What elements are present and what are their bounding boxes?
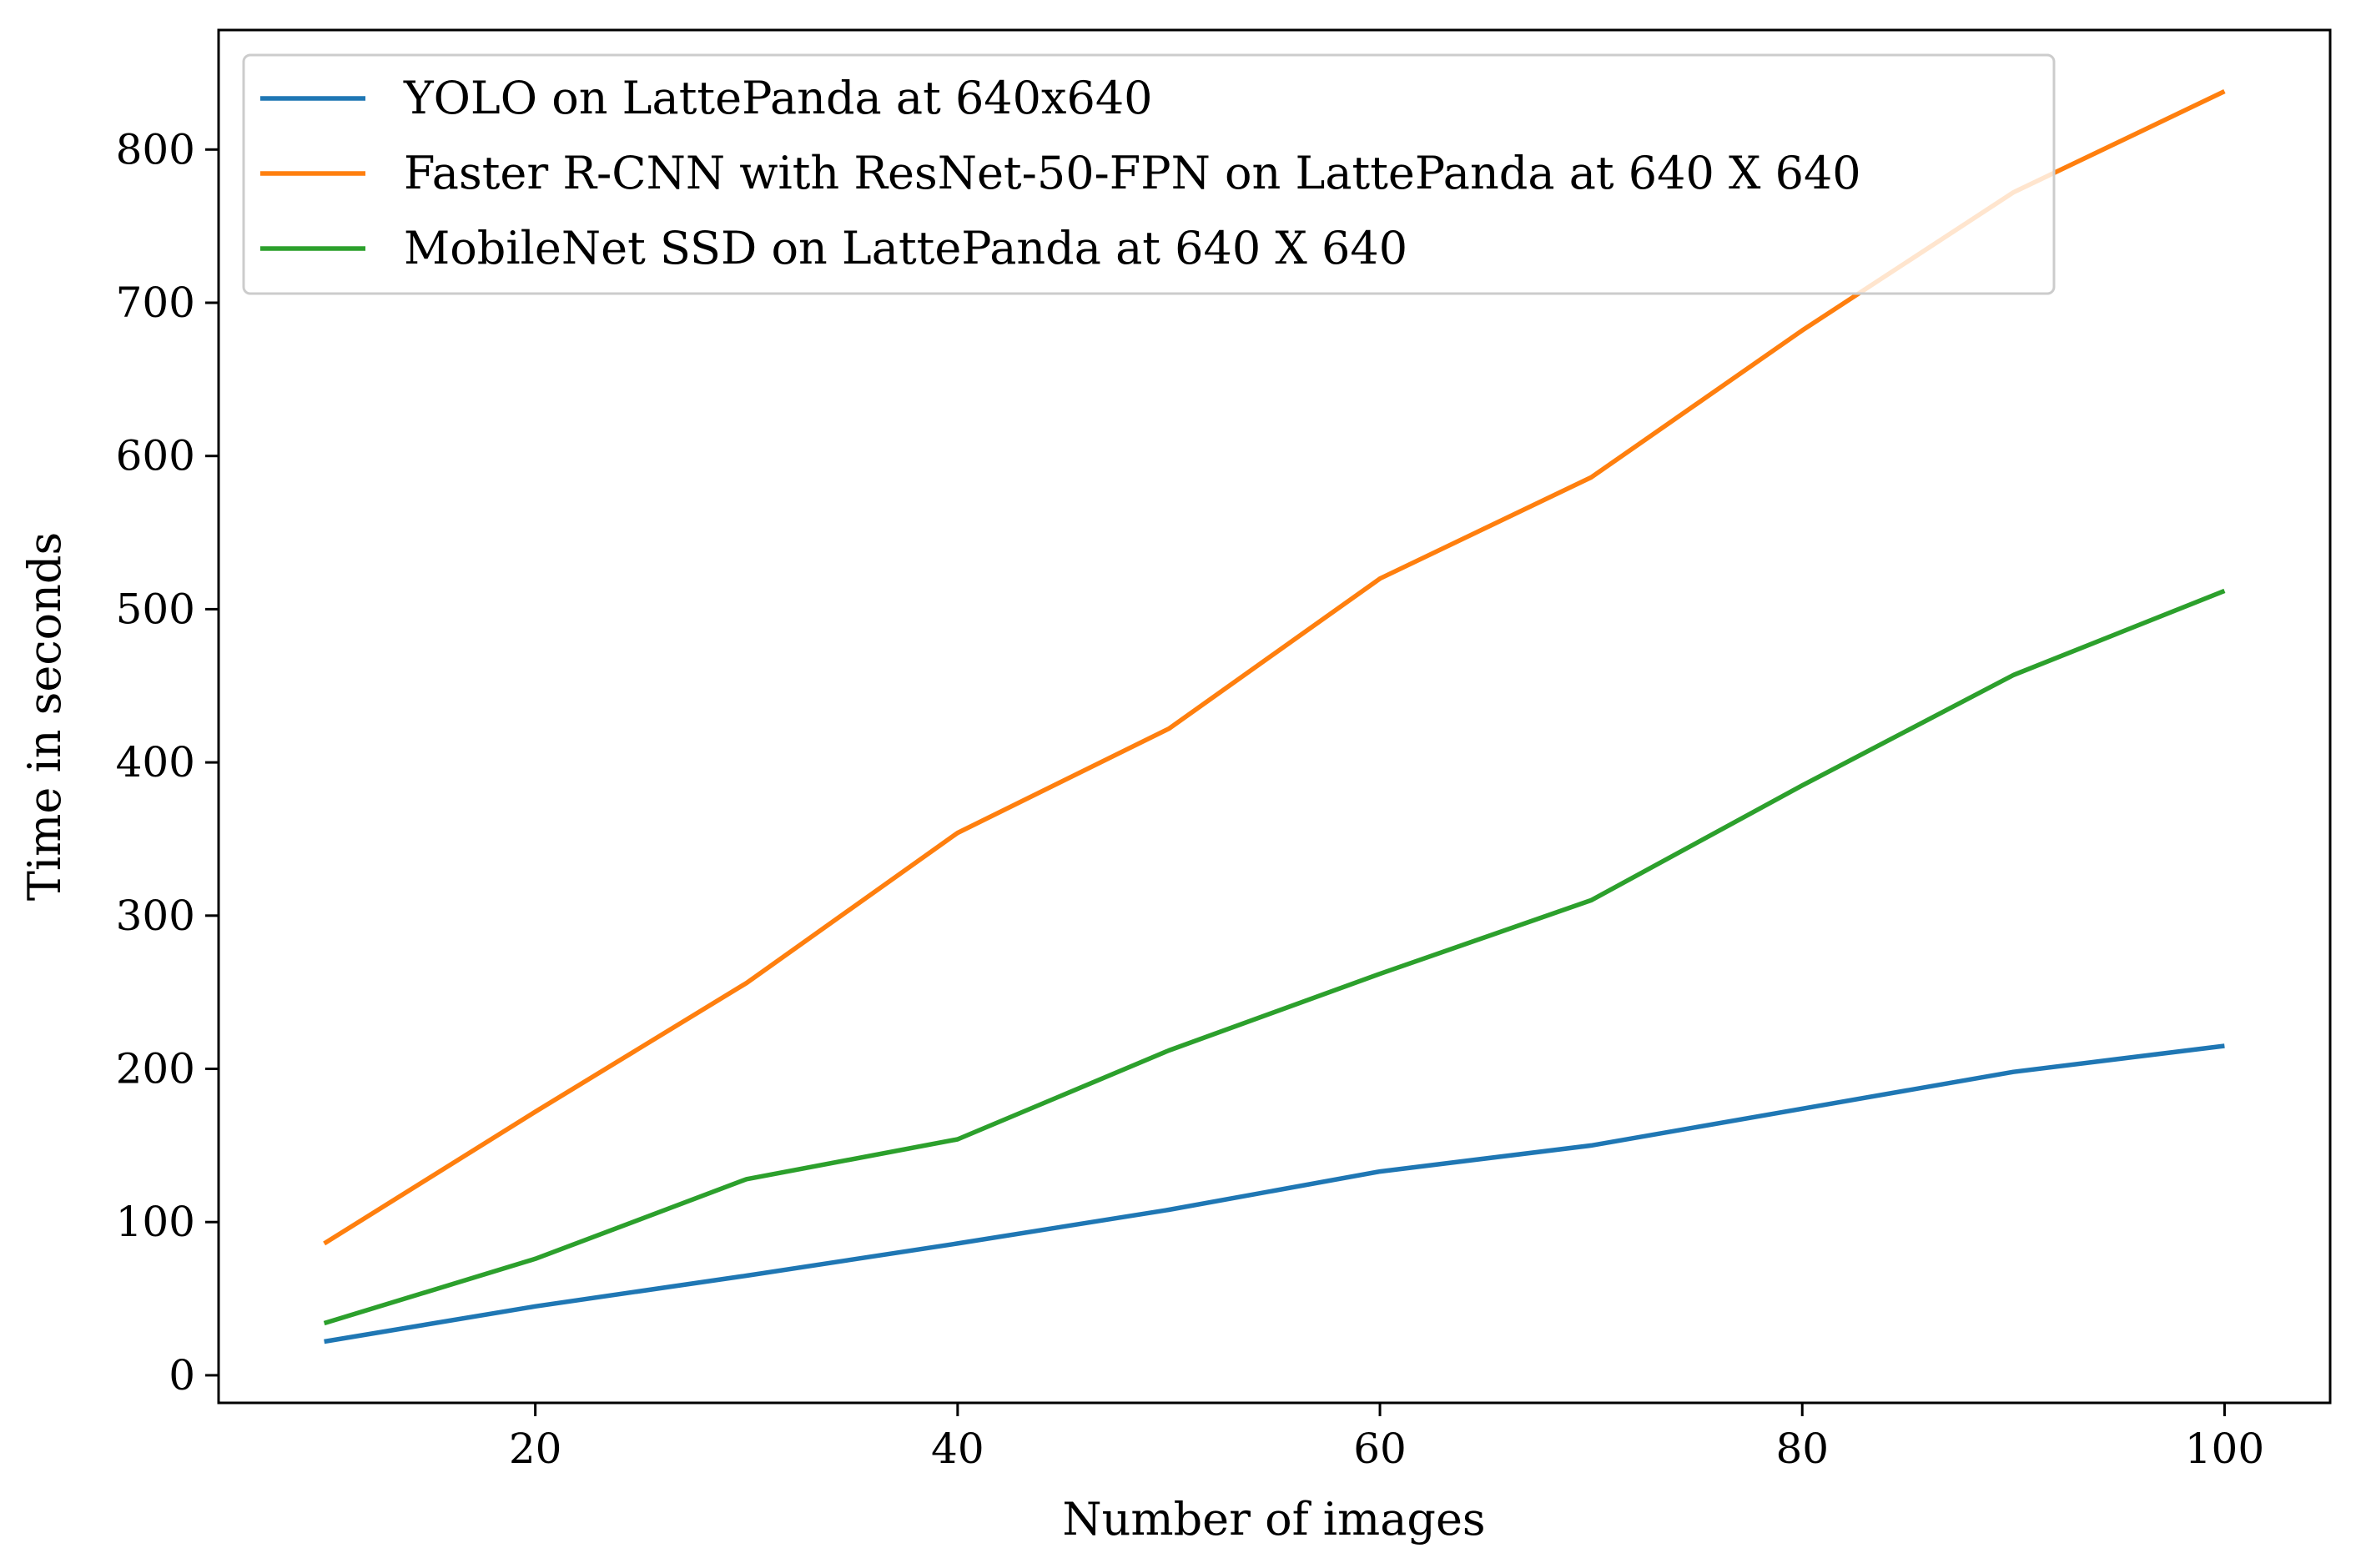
x-tick-label: 80: [1775, 1425, 1829, 1473]
series-line-0: [324, 1043, 2225, 1344]
y-tick-label: 100: [116, 1198, 195, 1246]
y-tick-label: 600: [116, 432, 195, 480]
y-tick-label: 500: [116, 585, 195, 633]
legend-label: MobileNet SSD on LattePanda at 640 X 640: [404, 222, 1407, 274]
y-tick-label: 0: [169, 1351, 195, 1400]
plot-frame: [217, 28, 2332, 1405]
x-axis-label: Number of images: [1062, 1493, 1485, 1545]
y-tick-label: 400: [116, 738, 195, 787]
y-tick-label: 800: [116, 125, 195, 173]
legend: YOLO on LattePanda at 640x640 Faster R-CN…: [242, 53, 2056, 295]
series-line-2: [323, 588, 2226, 1326]
x-tick-label: 20: [509, 1425, 562, 1473]
y-tick-label: 700: [116, 279, 195, 327]
x-tick-label: 60: [1353, 1425, 1407, 1473]
y-axis-ticks: 0 100 200 300 400 500 600 700 800: [116, 125, 219, 1400]
x-axis-ticks: 20 40 60 80 100: [509, 1403, 2264, 1473]
legend-label: YOLO on LattePanda at 640x640: [403, 72, 1153, 124]
y-axis-label: Time in seconds: [18, 532, 71, 901]
legend-frame: [242, 53, 2056, 295]
legend-label: Faster R-CNN with ResNet-50-FPN on Latte…: [404, 147, 1861, 199]
y-tick-label: 200: [116, 1045, 195, 1093]
y-tick-label: 300: [116, 892, 195, 940]
x-tick-label: 40: [931, 1425, 984, 1473]
x-tick-label: 100: [2185, 1425, 2264, 1473]
